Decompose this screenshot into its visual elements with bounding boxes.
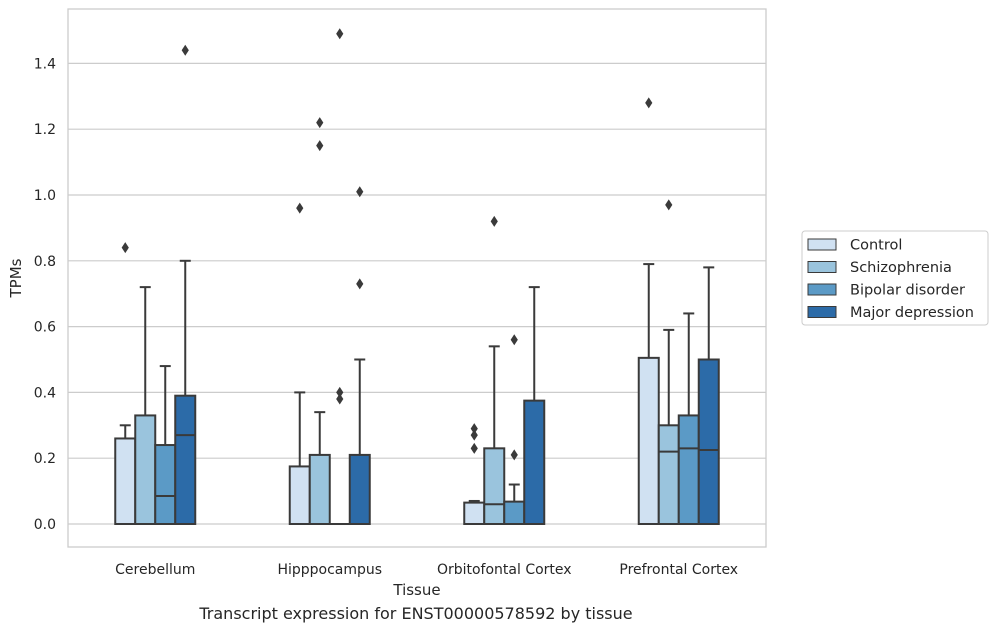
y-axis-label: TPMs xyxy=(7,258,25,298)
box-bipolar-disorder xyxy=(328,28,351,526)
box-major-depression xyxy=(348,186,371,525)
box-bipolar-disorder xyxy=(503,334,526,525)
box-control xyxy=(288,202,311,525)
boxes-layer xyxy=(114,28,720,526)
box-body xyxy=(503,500,526,525)
box-body xyxy=(677,414,700,525)
box-major-depression xyxy=(523,286,546,525)
box-body xyxy=(174,394,197,525)
outlier-point xyxy=(121,242,129,254)
legend-swatch xyxy=(807,261,837,273)
y-tick-label: 0.4 xyxy=(34,385,56,401)
legend-swatch xyxy=(807,306,837,318)
box-body xyxy=(697,358,720,525)
y-tick-label: 1.0 xyxy=(34,188,56,204)
box-body xyxy=(657,424,680,525)
y-axis-ticks: 0.0 0.2 0.4 0.6 0.8 1.0 1.2 1.4 xyxy=(34,56,56,533)
box-body xyxy=(308,453,331,525)
box-major-depression xyxy=(697,266,720,525)
outlier-point xyxy=(490,215,498,227)
y-tick-label: 0.0 xyxy=(34,517,56,533)
plot-frame xyxy=(67,8,767,548)
box-schizophrenia xyxy=(657,199,680,525)
outlier-point xyxy=(356,186,364,198)
outlier-point xyxy=(336,386,344,398)
outlier-point xyxy=(296,202,304,214)
y-tick-label: 1.2 xyxy=(34,122,56,138)
x-axis-label: Tissue xyxy=(392,581,440,599)
outlier-point xyxy=(356,278,364,290)
outlier-point xyxy=(316,117,324,129)
box-body xyxy=(154,444,177,526)
outlier-point xyxy=(510,449,518,461)
box-control xyxy=(463,423,486,525)
outlier-point xyxy=(470,429,478,441)
box-body xyxy=(348,453,371,525)
box-body xyxy=(288,465,311,525)
box-body xyxy=(463,501,486,525)
legend-label: Schizophrenia xyxy=(850,260,952,276)
y-tick-label: 0.6 xyxy=(34,320,56,336)
box-body xyxy=(637,356,660,526)
x-axis-ticks: Cerebellum Hipppocampus Orbitofontal Corte… xyxy=(115,562,738,578)
box-body xyxy=(523,399,546,525)
x-tick-label: Prefrontal Cortex xyxy=(619,562,738,578)
legend-label: Control xyxy=(850,238,902,254)
legend-frame xyxy=(801,230,989,326)
box-schizophrenia xyxy=(134,286,157,525)
outlier-point xyxy=(336,28,344,40)
box-bipolar-disorder xyxy=(154,365,177,526)
box-schizophrenia xyxy=(308,117,331,525)
outlier-point xyxy=(665,199,673,211)
box-bipolar-disorder xyxy=(677,312,700,525)
legend-swatch xyxy=(807,283,837,296)
y-tick-label: 0.8 xyxy=(34,254,56,270)
x-tick-label: Orbitofontal Cortex xyxy=(437,562,572,578)
outlier-point xyxy=(470,442,478,454)
box-body xyxy=(114,437,137,525)
box-body xyxy=(134,414,157,525)
x-tick-label: Hipppocampus xyxy=(277,562,382,578)
legend-label: Bipolar disorder xyxy=(850,283,965,299)
y-tick-label: 1.4 xyxy=(34,56,56,72)
legend-swatch xyxy=(807,238,837,251)
figure-caption: Transcript expression for ENST0000057859… xyxy=(199,604,633,623)
legend: Control Schizophrenia Bipolar disorder Majo… xyxy=(801,230,989,326)
outlier-point xyxy=(316,140,324,152)
outlier-point xyxy=(645,97,653,109)
box-major-depression xyxy=(174,44,197,525)
box-schizophrenia xyxy=(483,215,506,525)
box-control xyxy=(114,242,137,525)
box-control xyxy=(637,97,660,526)
outlier-point xyxy=(470,423,478,435)
outlier-point xyxy=(336,393,344,405)
y-tick-label: 0.2 xyxy=(34,451,56,467)
box-body xyxy=(483,447,506,525)
legend-label: Major depression xyxy=(850,305,974,321)
x-tick-label: Cerebellum xyxy=(115,562,195,578)
outlier-point xyxy=(181,44,189,56)
outlier-point xyxy=(510,334,518,346)
